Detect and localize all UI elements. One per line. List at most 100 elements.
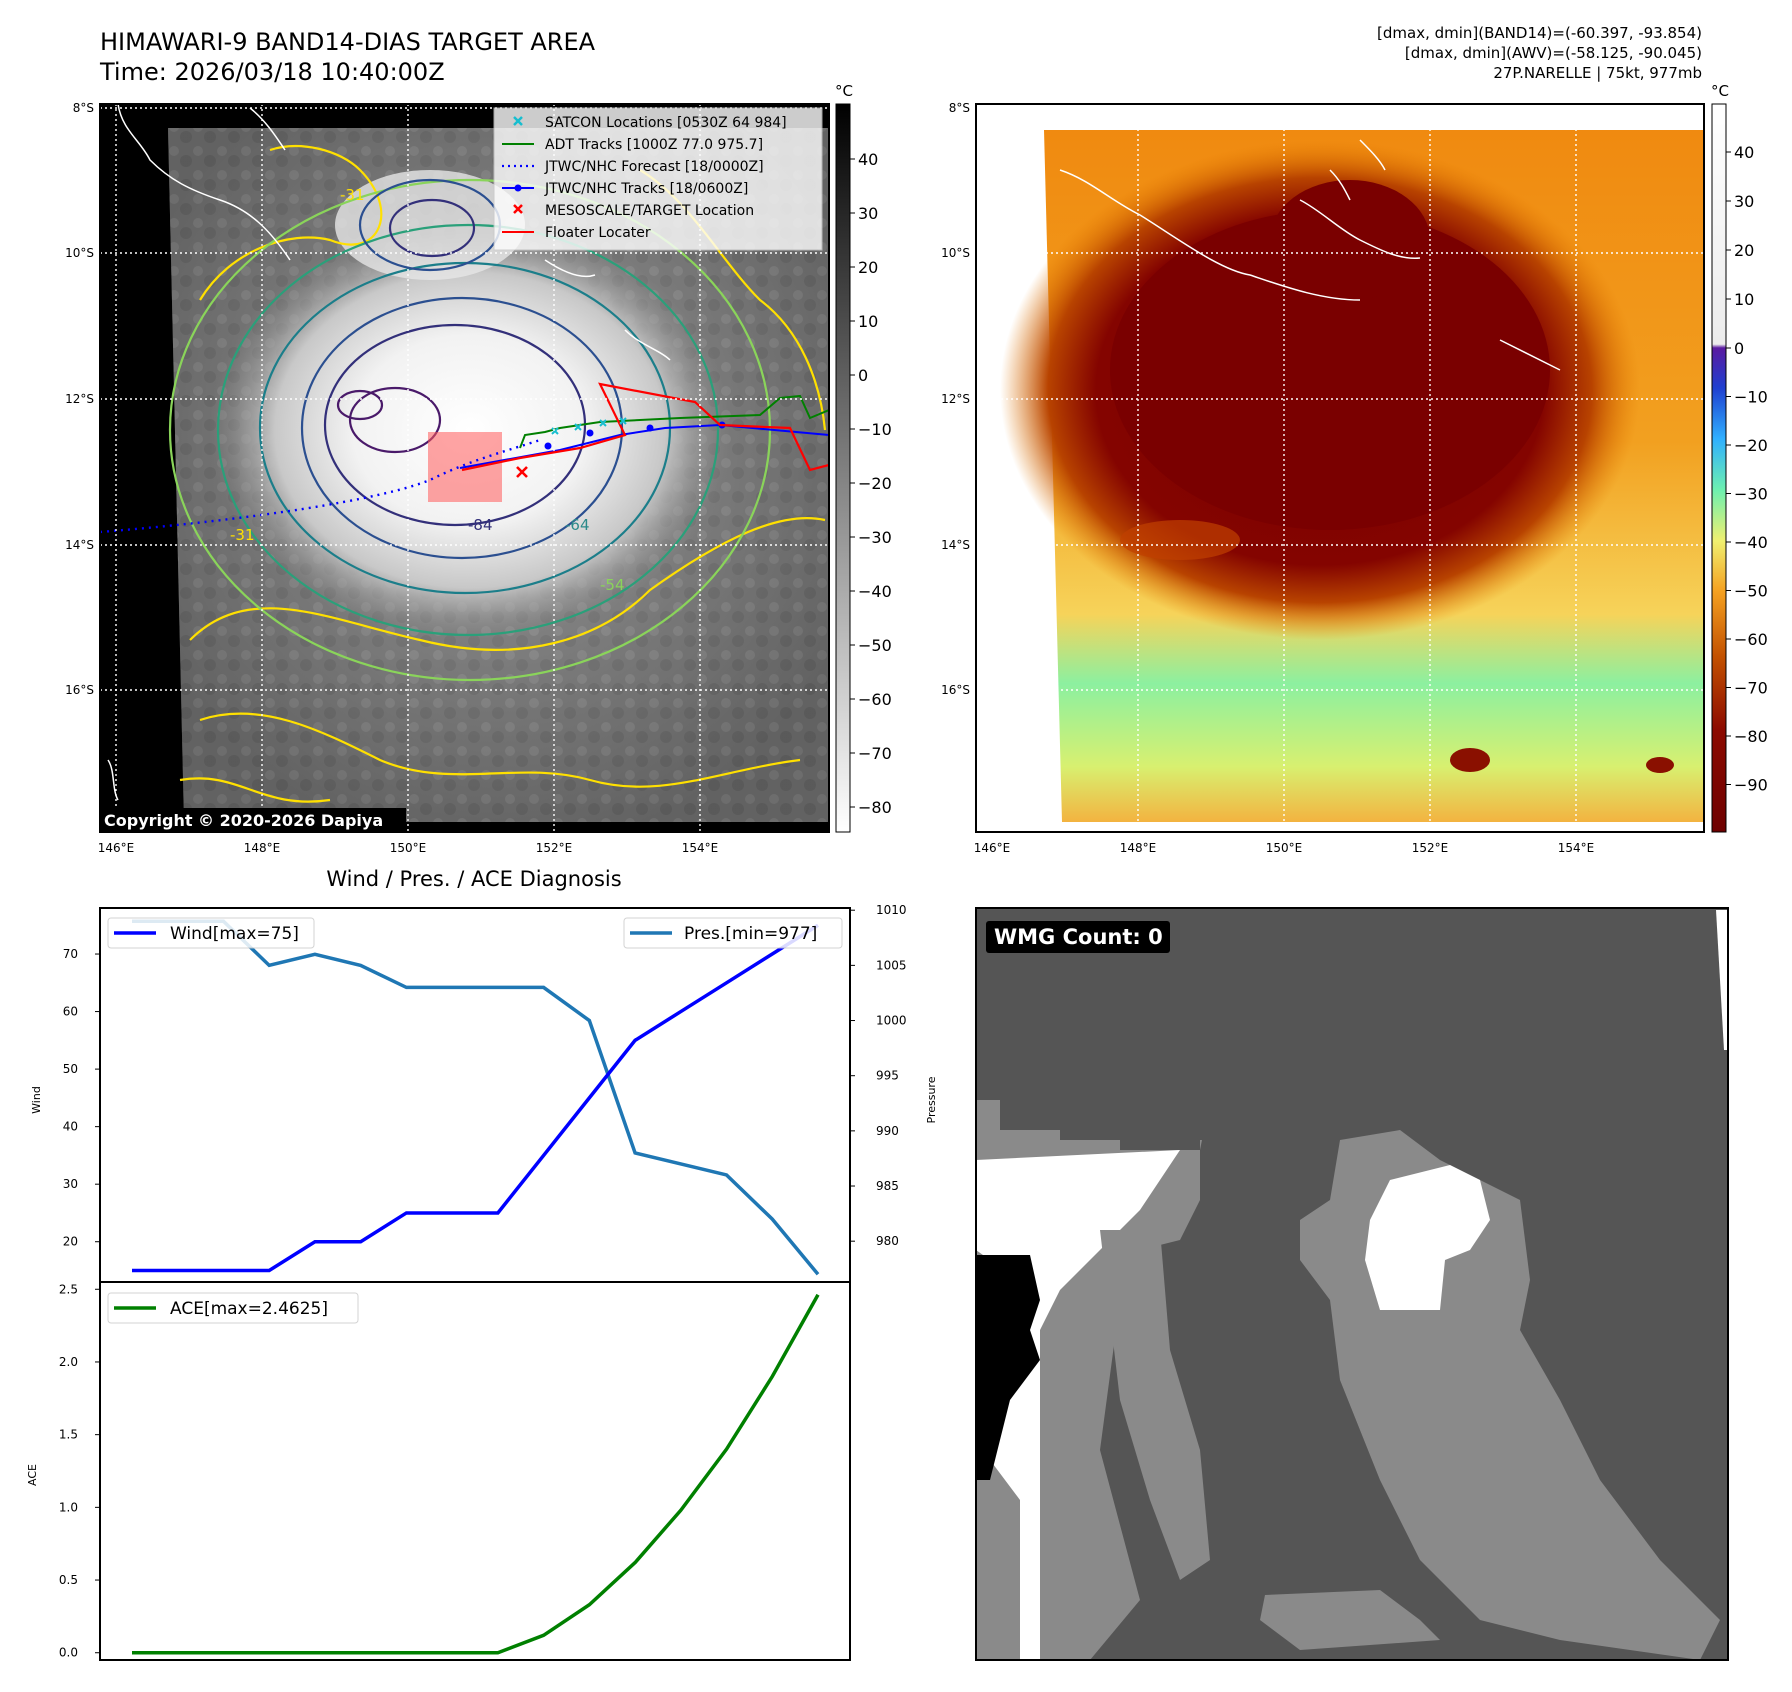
storm-info: 27P.NARELLE | 75kt, 977mb [1493, 64, 1702, 82]
satcon-markers [551, 417, 627, 435]
cb2-tick-label: 40 [1734, 143, 1754, 162]
cb2-tick-label: −50 [1734, 582, 1768, 601]
awv-lat-16s: 16°S [941, 683, 970, 697]
ace-line [132, 1293, 820, 1655]
ir-cloud-shield [210, 220, 730, 640]
pressure-tick-label: 980 [876, 1234, 899, 1248]
wmg-black-region [976, 1255, 1040, 1480]
legend-item: ADT Tracks [1000Z 77.0 975.7] [502, 137, 763, 153]
ace-tick-label: 1.0 [59, 1500, 78, 1514]
lon-label-152: 152°E [536, 841, 573, 855]
figure-title: HIMAWARI-9 BAND14-DIAS TARGET AREA [100, 28, 596, 56]
ace-chart: 0.0 0.5 1.0 1.5 2.0 2.5 ACE[max=2.4625] [59, 1281, 851, 1661]
wmg-panel: WMG Count: 0 [975, 907, 1729, 1661]
ace-legend: ACE[max=2.4625] [107, 1292, 359, 1324]
wmg-white-region-2 [1365, 1165, 1490, 1310]
cb2-tick-label: −80 [1734, 727, 1768, 746]
pressure-tick-label: 990 [876, 1124, 899, 1138]
contour-lines [168, 144, 827, 803]
ace-tick-label: 0.0 [59, 1646, 78, 1660]
awv-colorbar-unit: °C [1711, 82, 1729, 100]
wind-line [132, 923, 819, 1273]
pressure-tick-label: 1005 [876, 958, 907, 972]
awv-lat-labels: 8°S 10°S 12°S 14°S 16°S [941, 101, 970, 697]
cb1-tick-label: −20 [858, 474, 892, 493]
wind-tick-label: 50 [63, 1062, 78, 1076]
coastlines [107, 104, 671, 801]
lat-label-14s: 14°S [65, 538, 94, 552]
pressure-tick-label: 1000 [876, 1014, 907, 1028]
wind-tick-label: 60 [63, 1005, 78, 1019]
cb1-tick-label: −80 [858, 798, 892, 817]
awv-lat-10s: 10°S [941, 246, 970, 260]
contour-label-1: -31 [340, 186, 365, 204]
ace-tick-label: 2.0 [59, 1355, 78, 1369]
pressure-axis-label: Pressure [925, 1076, 938, 1123]
awv-gridlines [976, 104, 1704, 832]
lat-label-16s: 16°S [65, 683, 94, 697]
ace-tick-label: 1.5 [59, 1428, 78, 1442]
contour-label-5: -84 [468, 516, 493, 534]
wind-tick-label: 20 [63, 1235, 78, 1249]
awv-lat-14s: 14°S [941, 538, 970, 552]
wind-axis-label: Wind [30, 1086, 43, 1114]
legend-item: Floater Locater [502, 225, 651, 241]
cb2-tick-label: −40 [1734, 533, 1768, 552]
band14-range: [dmax, dmin](BAND14)=(-60.397, -93.854) [1377, 24, 1702, 42]
awv-lon-150: 150°E [1266, 841, 1303, 855]
cb1-tick-label: −40 [858, 582, 892, 601]
lat-label-8s: 8°S [73, 101, 94, 115]
ace-axes [99, 1281, 851, 1661]
legend-item: MESOSCALE/TARGET Location [513, 203, 754, 219]
awv-lon-labels: 146°E 148°E 150°E 152°E 154°E [974, 841, 1595, 855]
ir-lon-labels: 146°E 148°E 150°E 152°E 154°E [98, 841, 719, 855]
awv-coastlines [1059, 139, 1561, 371]
cb2-tick-label: −90 [1734, 776, 1768, 795]
cb1-tick-label: 0 [858, 366, 868, 385]
legend-item: SATCON Locations [0530Z 64 984] [513, 115, 787, 131]
wmg-count-badge [986, 921, 1170, 953]
ace-legend-label: ACE[max=2.4625] [170, 1299, 328, 1319]
lon-label-148: 148°E [244, 841, 281, 855]
awv-lon-152: 152°E [1412, 841, 1449, 855]
wind-legend: Wind[max=75] [107, 917, 315, 949]
awv-lon-154: 154°E [1558, 841, 1595, 855]
awv-map-panel: 8°S 10°S 12°S 14°S 16°S 146°E 148°E 150°… [941, 82, 1768, 855]
legend-label: JTWC/NHC Forecast [18/0000Z] [544, 159, 764, 175]
pressure-legend-label: Pres.[min=977] [684, 924, 817, 944]
wind-tick-label: 30 [63, 1177, 78, 1191]
cb1-tick-label: 30 [858, 204, 878, 223]
pressure-tick-label: 1010 [876, 903, 907, 917]
ir-colorbar-unit: °C [835, 82, 853, 100]
legend-dot [514, 184, 522, 192]
legend-x-marker [513, 204, 523, 214]
cb2-tick-label: −10 [1734, 388, 1768, 407]
cb2-tick-label: −70 [1734, 679, 1768, 698]
ir-colorbar-ticks: 40 30 20 10 0 −10 −20 −30 −40 −50 −60 −70 −80 [850, 150, 892, 817]
lat-label-10s: 10°S [65, 246, 94, 260]
contour-label-3: -54 [600, 576, 625, 594]
awv-colorbar-ticks: 40 30 20 10 0 −10 −20 −30 −40 −50 −60 −70 −80 −90 [1726, 143, 1768, 795]
figure-time: Time: 2026/03/18 10:40:00Z [99, 58, 445, 86]
ir-lat-labels: 8°S 10°S 12°S 14°S 16°S [65, 101, 94, 697]
cb2-tick-label: 10 [1734, 290, 1754, 309]
ace-tick-label: 2.5 [59, 1282, 78, 1296]
diagnosis-title: Wind / Pres. / ACE Diagnosis [326, 867, 621, 891]
cb1-tick-label: 10 [858, 312, 878, 331]
cb1-tick-label: −60 [858, 690, 892, 709]
wind-tick-label: 40 [63, 1120, 78, 1134]
cb1-tick-label: −10 [858, 420, 892, 439]
wind-tick-label: 70 [63, 947, 78, 961]
ace-axis-label: ACE [26, 1464, 39, 1486]
wmg-count-label: WMG Count: 0 [994, 925, 1163, 949]
legend-label: SATCON Locations [0530Z 64 984] [545, 115, 787, 131]
awv-lon-146: 146°E [974, 841, 1011, 855]
awv-lat-8s: 8°S [949, 101, 970, 115]
cb2-tick-label: 30 [1734, 192, 1754, 211]
cb1-tick-label: −30 [858, 528, 892, 547]
legend-x-marker [513, 116, 523, 126]
lon-label-154: 154°E [682, 841, 719, 855]
pressure-tick-label: 985 [876, 1179, 899, 1193]
awv-lon-148: 148°E [1120, 841, 1157, 855]
cb2-tick-label: −60 [1734, 630, 1768, 649]
